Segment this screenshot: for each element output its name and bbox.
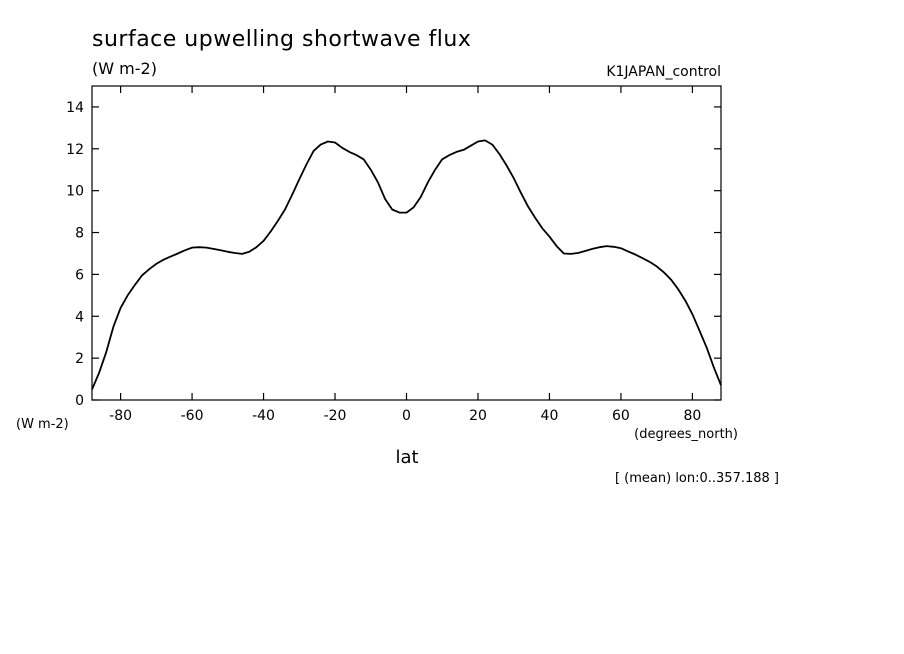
x-tick-label: -20 (324, 408, 347, 424)
x-tick-label: -80 (109, 408, 132, 424)
y-axis-units: (W m-2) (16, 417, 69, 432)
chart-units: (W m-2) (92, 59, 157, 78)
x-axis-units: (degrees_north) (634, 427, 738, 442)
chart-title: surface upwelling shortwave flux (92, 27, 471, 52)
y-tick-label: 8 (75, 226, 84, 242)
y-tick-label: 2 (75, 351, 84, 367)
y-axis-ticks: 0 2 4 6 8 10 12 14 (66, 100, 721, 409)
x-tick-label: 60 (612, 408, 630, 424)
y-tick-label: 10 (66, 184, 84, 200)
x-tick-label: 40 (541, 408, 559, 424)
x-axis-ticks: -80 -60 -40 -20 0 20 40 60 80 (109, 86, 701, 424)
x-tick-label: 80 (683, 408, 701, 424)
y-tick-label: 6 (75, 267, 84, 283)
y-tick-label: 4 (75, 309, 84, 325)
plot-frame (91, 85, 722, 401)
y-tick-label: 14 (66, 100, 84, 116)
y-tick-label: 0 (75, 393, 84, 409)
run-label: K1JAPAN_control (606, 64, 721, 80)
x-tick-label: -40 (252, 408, 275, 424)
x-tick-label: 20 (469, 408, 487, 424)
footnote: [ (mean) lon:0..357.188 ] (615, 471, 779, 486)
x-axis-title: lat (395, 447, 418, 468)
y-tick-label: 12 (66, 142, 84, 158)
x-tick-label: 0 (402, 408, 411, 424)
series-line (91, 139, 722, 390)
x-tick-label: -60 (181, 408, 204, 424)
